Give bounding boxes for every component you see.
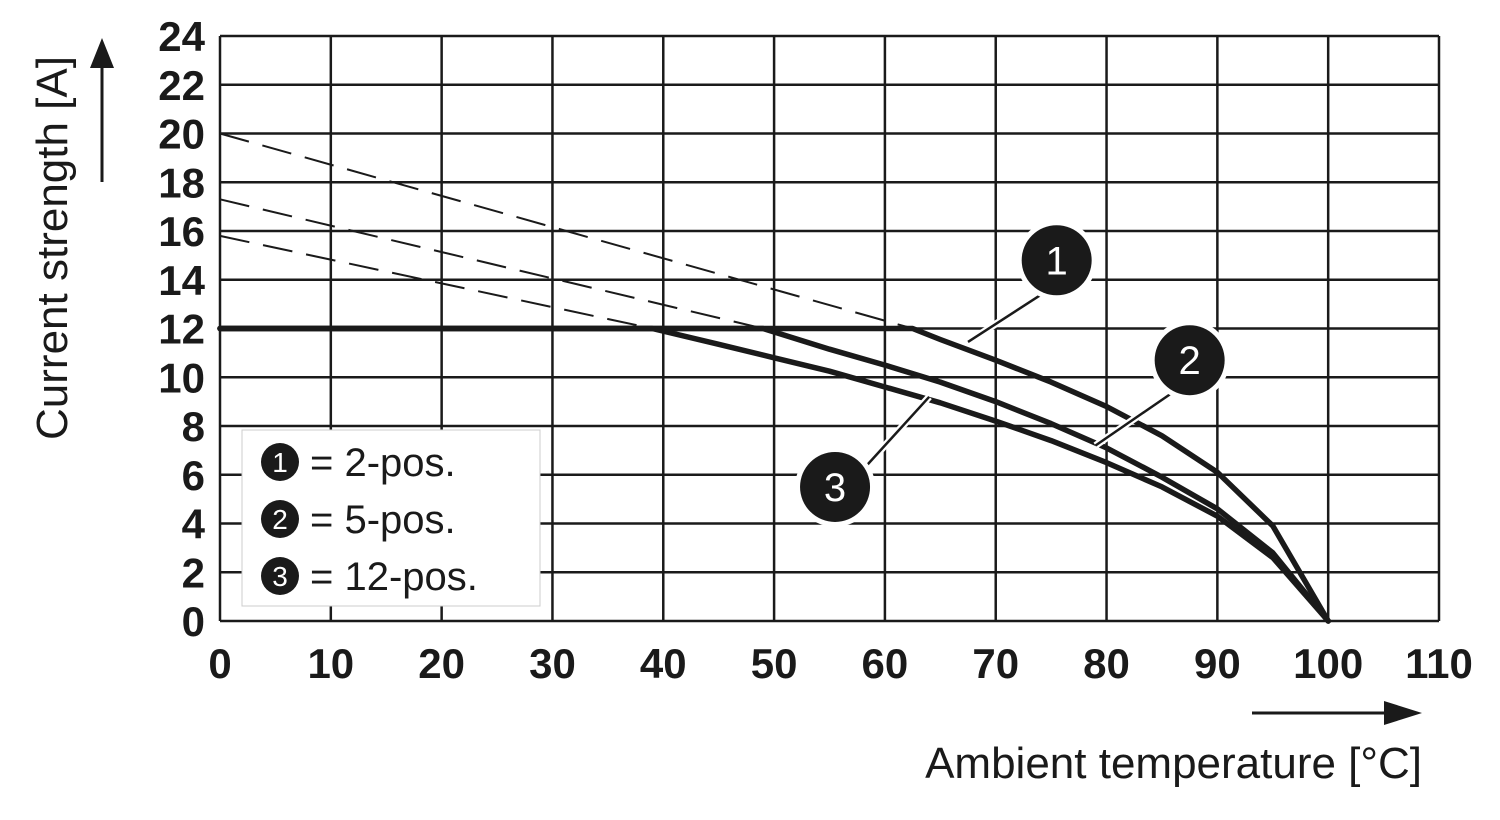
x-tick-label: 10 [307, 640, 354, 687]
legend-label: = 5-pos. [310, 498, 456, 542]
callout-number-2: 2 [1179, 339, 1201, 383]
leader-line-3 [861, 395, 931, 471]
legend-label: = 12-pos. [310, 555, 478, 599]
extension-line-2 [219, 198, 764, 330]
y-tick-label: 8 [182, 403, 205, 450]
legend: 1 = 2-pos. 2 = 5-pos. 3 = 12-pos. [241, 429, 541, 607]
legend-badge-number: 3 [272, 561, 288, 592]
y-tick-label: 22 [158, 62, 205, 109]
curve-1 [217, 325, 1331, 624]
legend-badge-number: 2 [272, 504, 288, 535]
y-tick-label: 2 [182, 549, 205, 596]
callouts: 1 2 3 [795, 220, 1230, 527]
curve-2 [217, 325, 1331, 624]
x-axis-arrow [1252, 701, 1422, 725]
callout-number-3: 3 [824, 466, 846, 510]
legend-badge-2 [261, 500, 299, 538]
x-tick-label: 30 [529, 640, 576, 687]
y-tick-label: 20 [158, 111, 205, 158]
y-tick-label: 14 [158, 257, 205, 304]
callout-badge-2 [1154, 325, 1225, 396]
curves [217, 325, 1331, 624]
grid [218, 34, 1441, 623]
y-tick-label: 4 [182, 501, 206, 548]
x-tick-label: 110 [1405, 640, 1473, 687]
legend-badge-1 [261, 443, 299, 481]
y-tick-label: 10 [158, 354, 205, 401]
callout-badge-1 [1021, 225, 1092, 296]
x-tick-label: 70 [972, 640, 1019, 687]
leader-line-2 [1094, 383, 1185, 447]
callout-badge-3 [800, 451, 871, 522]
x-tick-labels: 0 10 20 30 40 50 60 70 80 90 100 110 [208, 640, 1473, 687]
x-tick-label: 40 [640, 640, 687, 687]
dashed-extensions [219, 132, 913, 330]
x-tick-label: 90 [1194, 640, 1241, 687]
x-tick-label: 0 [208, 640, 231, 687]
y-tick-label: 12 [158, 306, 205, 353]
y-tick-label: 24 [158, 13, 205, 60]
legend-label: = 2-pos. [310, 441, 456, 485]
legend-badge-number: 1 [272, 447, 288, 478]
y-tick-label: 6 [182, 452, 205, 499]
x-tick-label: 50 [751, 640, 798, 687]
x-tick-label: 20 [418, 640, 465, 687]
y-tick-label: 0 [182, 598, 205, 645]
legend-badge-3 [261, 557, 299, 595]
callout-number-1: 1 [1046, 239, 1068, 283]
y-axis-title: Current strength [A] [28, 56, 77, 440]
x-axis-title: Ambient temperature [°C] [925, 739, 1422, 788]
curve-3 [217, 325, 1331, 624]
extension-line-3 [219, 234, 653, 330]
x-tick-label: 60 [862, 640, 909, 687]
extension-line-1 [219, 132, 913, 330]
x-tick-label: 100 [1293, 640, 1363, 687]
y-tick-label: 18 [158, 159, 205, 206]
y-axis-arrow [90, 38, 114, 182]
x-tick-label: 80 [1083, 640, 1130, 687]
y-tick-label: 16 [158, 208, 205, 255]
